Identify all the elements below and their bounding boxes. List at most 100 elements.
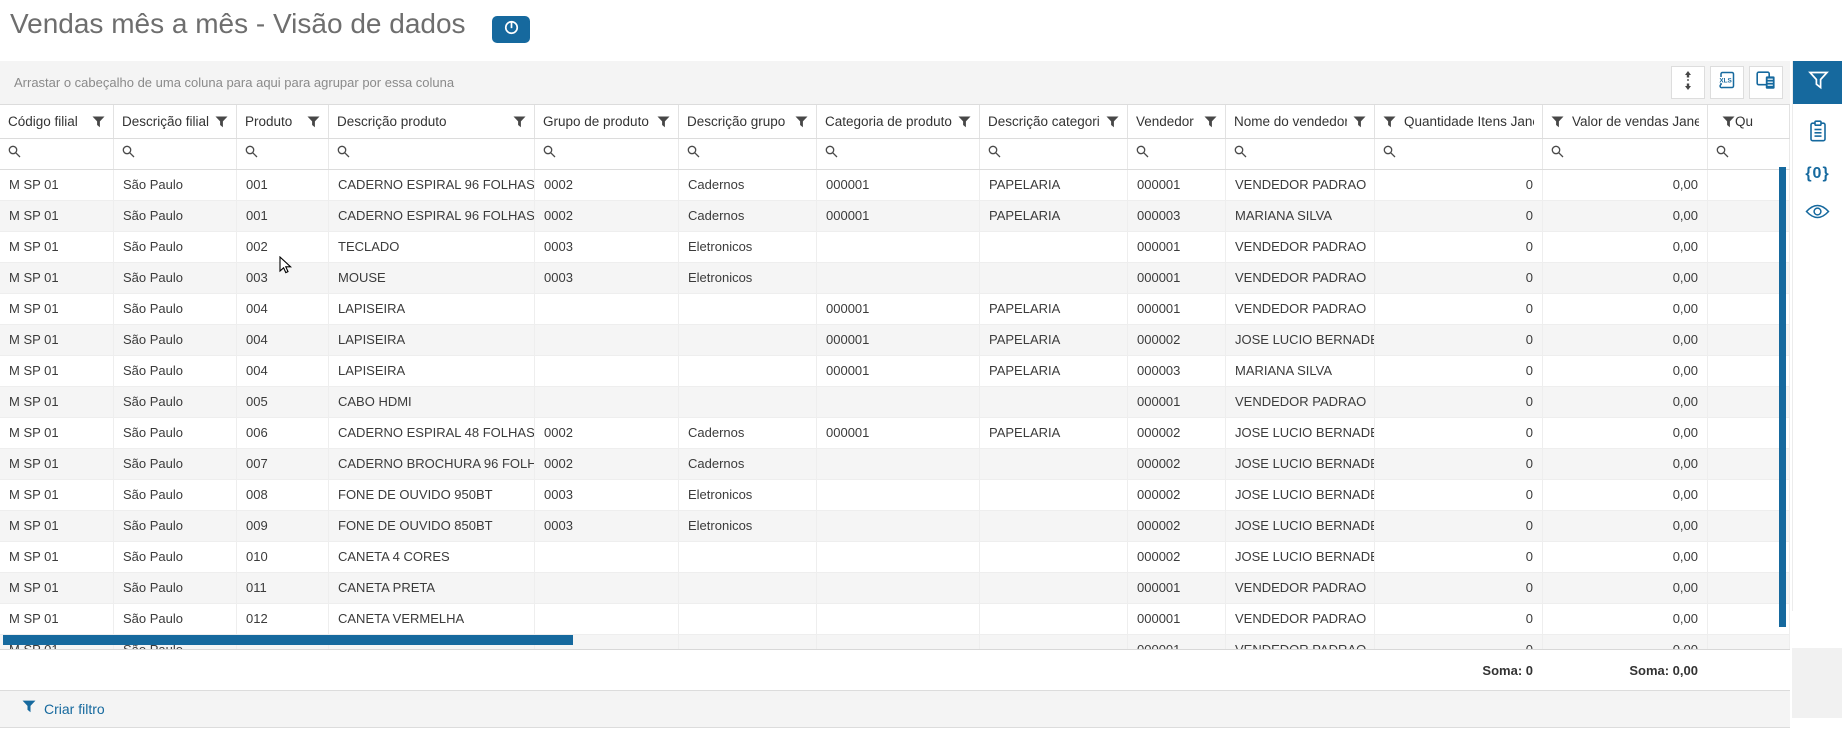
column-header-qu_truncada[interactable]: Qu [1708,105,1790,138]
table-row[interactable]: M SP 01 São Paulo 004 LAPISEIRA 000001 PAPELA… [0,325,1790,356]
table-row[interactable]: M SP 01 São Paulo 003 MOUSE 0003 Eletronicos 0… [0,263,1790,294]
filter-cell-codigo_filial[interactable] [0,139,114,169]
cell-quantidade_itens_janeiro: 0 [1375,232,1543,262]
cell-vendedor: 000001 [1128,263,1226,293]
column-filter-icon[interactable] [1204,116,1217,128]
sidebar-braces-tab[interactable]: {0} [1793,154,1842,194]
cell-descricao_grupo: Cadernos [679,170,817,200]
column-header-label: Produto [245,114,293,129]
sidebar-eye-tab[interactable] [1793,194,1842,234]
filter-cell-descricao_produto[interactable] [329,139,535,169]
column-chooser-button[interactable] [1749,66,1783,99]
cell-valor_vendas_janeiro: 0,00 [1543,418,1708,448]
cell-produto: 008 [237,480,329,510]
cell-descricao_categoria [980,232,1128,262]
table-row[interactable]: M SP 01 São Paulo 004 LAPISEIRA 000001 PAPELA… [0,356,1790,387]
cell-codigo_filial: M SP 01 [0,356,114,386]
search-icon [1234,145,1247,163]
filter-cell-qu_truncada[interactable] [1708,139,1790,169]
search-icon [543,145,556,163]
cell-codigo_filial: M SP 01 [0,294,114,324]
column-filter-icon[interactable] [1353,116,1366,128]
group-panel[interactable]: Arrastar o cabeçalho de uma coluna para … [0,61,1790,104]
column-header-codigo_filial[interactable]: Código filial [0,105,114,138]
column-header-produto[interactable]: Produto [237,105,329,138]
cell-categoria_produto [817,449,980,479]
cell-qu_truncada [1708,201,1790,231]
column-filter-icon[interactable] [1722,116,1735,128]
sidebar-clipboard-tab[interactable] [1793,114,1842,154]
table-row[interactable]: M SP 01 São Paulo 009 FONE DE OUVIDO 850BT 0… [0,511,1790,542]
table-row[interactable]: M SP 01 São Paulo 004 LAPISEIRA 000001 PAPELA… [0,294,1790,325]
info-button[interactable] [492,16,530,43]
column-header-vendedor[interactable]: Vendedor [1128,105,1226,138]
filter-builder-panel[interactable]: Criar filtro [0,690,1790,728]
column-filter-icon[interactable] [1551,116,1564,128]
filter-cell-grupo_produto[interactable] [535,139,679,169]
export-xlsx-button[interactable]: XLS [1710,66,1744,99]
filter-cell-descricao_grupo[interactable] [679,139,817,169]
column-filter-icon[interactable] [92,116,105,128]
horizontal-scrollbar-thumb[interactable] [3,635,573,645]
cell-produto: 004 [237,356,329,386]
column-header-descricao_grupo[interactable]: Descrição grupo [679,105,817,138]
fit-columns-button[interactable] [1671,66,1705,99]
column-filter-icon[interactable] [1106,116,1119,128]
column-header-valor_vendas_janeiro[interactable]: Valor de vendas Janeiro [1543,105,1708,138]
table-row[interactable]: M SP 01 São Paulo 011 CANETA PRETA 000001 VEN… [0,573,1790,604]
filter-cell-descricao_filial[interactable] [114,139,237,169]
cell-categoria_produto: 000001 [817,325,980,355]
cell-grupo_produto: 0003 [535,480,679,510]
cell-nome_vendedor: VENDEDOR PADRAO [1226,635,1375,649]
cell-grupo_produto [535,294,679,324]
filter-cell-nome_vendedor[interactable] [1226,139,1375,169]
cell-produto: 005 [237,387,329,417]
create-filter-link[interactable]: Criar filtro [44,701,105,717]
table-row[interactable]: M SP 01 São Paulo 010 CANETA 4 CORES 000002 J… [0,542,1790,573]
column-header-categoria_produto[interactable]: Categoria de produto [817,105,980,138]
sidebar-filter-tab[interactable] [1793,61,1842,104]
mouse-cursor [276,255,295,280]
column-header-descricao_filial[interactable]: Descrição filial [114,105,237,138]
column-filter-icon[interactable] [513,116,526,128]
column-filter-icon[interactable] [1383,116,1396,128]
cell-descricao_filial: São Paulo [114,232,237,262]
filter-cell-quantidade_itens_janeiro[interactable] [1375,139,1543,169]
column-filter-icon[interactable] [307,116,320,128]
vertical-scrollbar-thumb[interactable] [1779,167,1786,627]
cell-qu_truncada [1708,263,1790,293]
filter-cell-descricao_categoria[interactable] [980,139,1128,169]
cell-grupo_produto: 0002 [535,418,679,448]
column-filter-icon[interactable] [215,116,228,128]
cell-codigo_filial: M SP 01 [0,480,114,510]
cell-descricao_grupo: Eletronicos [679,232,817,262]
column-header-descricao_produto[interactable]: Descrição produto [329,105,535,138]
column-filter-icon[interactable] [795,116,808,128]
cell-qu_truncada [1708,170,1790,200]
column-header-descricao_categoria[interactable]: Descrição categoria [980,105,1128,138]
table-row[interactable]: M SP 01 São Paulo 001 CADERNO ESPIRAL 96 FO… [0,201,1790,232]
table-row[interactable]: M SP 01 São Paulo 012 CANETA VERMELHA 000001… [0,604,1790,635]
column-header-label: Descrição produto [337,114,447,129]
table-row[interactable]: M SP 01 São Paulo 001 CADERNO ESPIRAL 96 FO… [0,170,1790,201]
column-header-label: Descrição categoria [988,114,1100,129]
cell-produto: 003 [237,263,329,293]
cell-qu_truncada [1708,325,1790,355]
column-header-grupo_produto[interactable]: Grupo de produto [535,105,679,138]
column-filter-icon[interactable] [657,116,670,128]
column-filter-icon[interactable] [958,116,971,128]
table-row[interactable]: M SP 01 São Paulo 007 CADERNO BROCHURA 96 F… [0,449,1790,480]
column-header-quantidade_itens_janeiro[interactable]: Quantidade Itens Janeiro [1375,105,1543,138]
column-header-nome_vendedor[interactable]: Nome do vendedor [1226,105,1375,138]
table-row[interactable]: M SP 01 São Paulo 006 CADERNO ESPIRAL 48 FO… [0,418,1790,449]
table-row[interactable]: M SP 01 São Paulo 002 TECLADO 0003 Eletronico… [0,232,1790,263]
table-row[interactable]: M SP 01 São Paulo 008 FONE DE OUVIDO 950BT 0… [0,480,1790,511]
filter-cell-produto[interactable] [237,139,329,169]
filter-cell-valor_vendas_janeiro[interactable] [1543,139,1708,169]
cell-descricao_grupo: Cadernos [679,449,817,479]
filter-cell-categoria_produto[interactable] [817,139,980,169]
cell-produto: 001 [237,170,329,200]
cell-descricao_produto: CADERNO ESPIRAL 96 FOLHAS [329,170,535,200]
filter-cell-vendedor[interactable] [1128,139,1226,169]
table-row[interactable]: M SP 01 São Paulo 005 CABO HDMI 000001 VENDED… [0,387,1790,418]
